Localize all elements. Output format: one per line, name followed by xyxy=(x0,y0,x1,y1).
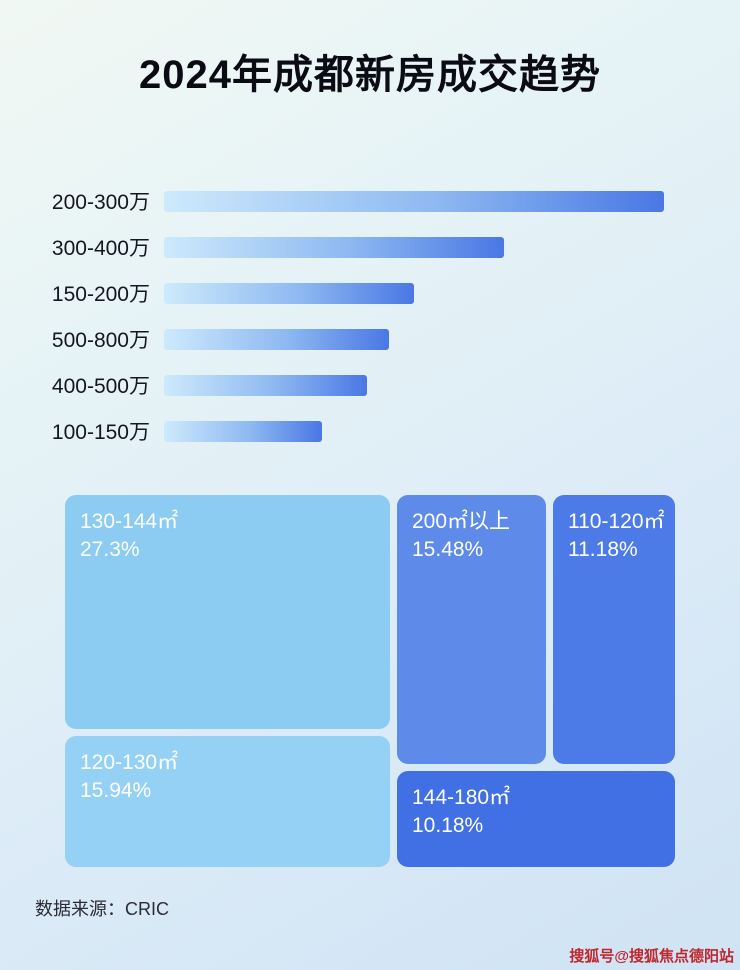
bar-row: 400-500万 xyxy=(0,362,740,408)
bar-row: 150-200万 xyxy=(0,270,740,316)
page-title: 2024年成都新房成交趋势 xyxy=(139,53,601,97)
treemap-block-percent: 10.18% xyxy=(412,814,484,837)
bar-fill xyxy=(164,420,322,442)
bar-track xyxy=(164,420,664,442)
treemap-block: 144-180㎡ 10.18% xyxy=(397,771,675,867)
treemap-block-percent: 15.94% xyxy=(80,779,152,802)
treemap-block: 110-120㎡ 11.18% xyxy=(553,495,675,764)
bar-row: 300-400万 xyxy=(0,224,740,270)
bar-row: 500-800万 xyxy=(0,316,740,362)
data-source-label: 数据来源：CRIC xyxy=(35,899,169,919)
bar-fill xyxy=(164,328,389,350)
treemap-block-label: 200㎡以上 xyxy=(412,510,511,533)
treemap-block-percent: 15.48% xyxy=(412,538,484,561)
treemap-block: 120-130㎡ 15.94% xyxy=(65,736,390,867)
bar-category-label: 500-800万 xyxy=(51,329,150,352)
treemap-block: 130-144㎡ 27.3% xyxy=(65,495,390,729)
bar-track xyxy=(164,236,664,258)
bar-fill xyxy=(164,374,367,396)
watermark-text: 搜狐号@搜狐焦点德阳站 xyxy=(569,948,734,965)
bar-track xyxy=(164,374,664,396)
bar-track xyxy=(164,328,664,350)
treemap-block-label: 144-180㎡ xyxy=(412,786,511,809)
bar-category-label: 300-400万 xyxy=(51,237,150,260)
bar-fill xyxy=(164,282,414,304)
bar-row: 100-150万 xyxy=(0,408,740,454)
bar-fill xyxy=(164,190,664,212)
bar-fill xyxy=(164,236,504,258)
area-range-treemap: 130-144㎡ 27.3% 200㎡以上 15.48% 110-120㎡ 11… xyxy=(65,495,675,867)
treemap-block-percent: 11.18% xyxy=(568,538,638,561)
treemap-block-percent: 27.3% xyxy=(80,538,140,561)
treemap-block-label: 120-130㎡ xyxy=(80,751,179,774)
bar-track xyxy=(164,190,664,212)
bar-category-label: 100-150万 xyxy=(51,421,150,444)
bar-row: 200-300万 xyxy=(0,178,740,224)
bar-category-label: 150-200万 xyxy=(51,283,150,306)
bar-track xyxy=(164,282,664,304)
bar-category-label: 200-300万 xyxy=(51,191,150,214)
price-range-bar-chart: 200-300万 300-400万 150-200万 500-800万 400-… xyxy=(0,178,740,454)
treemap-block-label: 130-144㎡ xyxy=(80,510,179,533)
treemap-block: 200㎡以上 15.48% xyxy=(397,495,546,764)
treemap-block-label: 110-120㎡ xyxy=(568,510,665,533)
bar-category-label: 400-500万 xyxy=(51,375,150,398)
